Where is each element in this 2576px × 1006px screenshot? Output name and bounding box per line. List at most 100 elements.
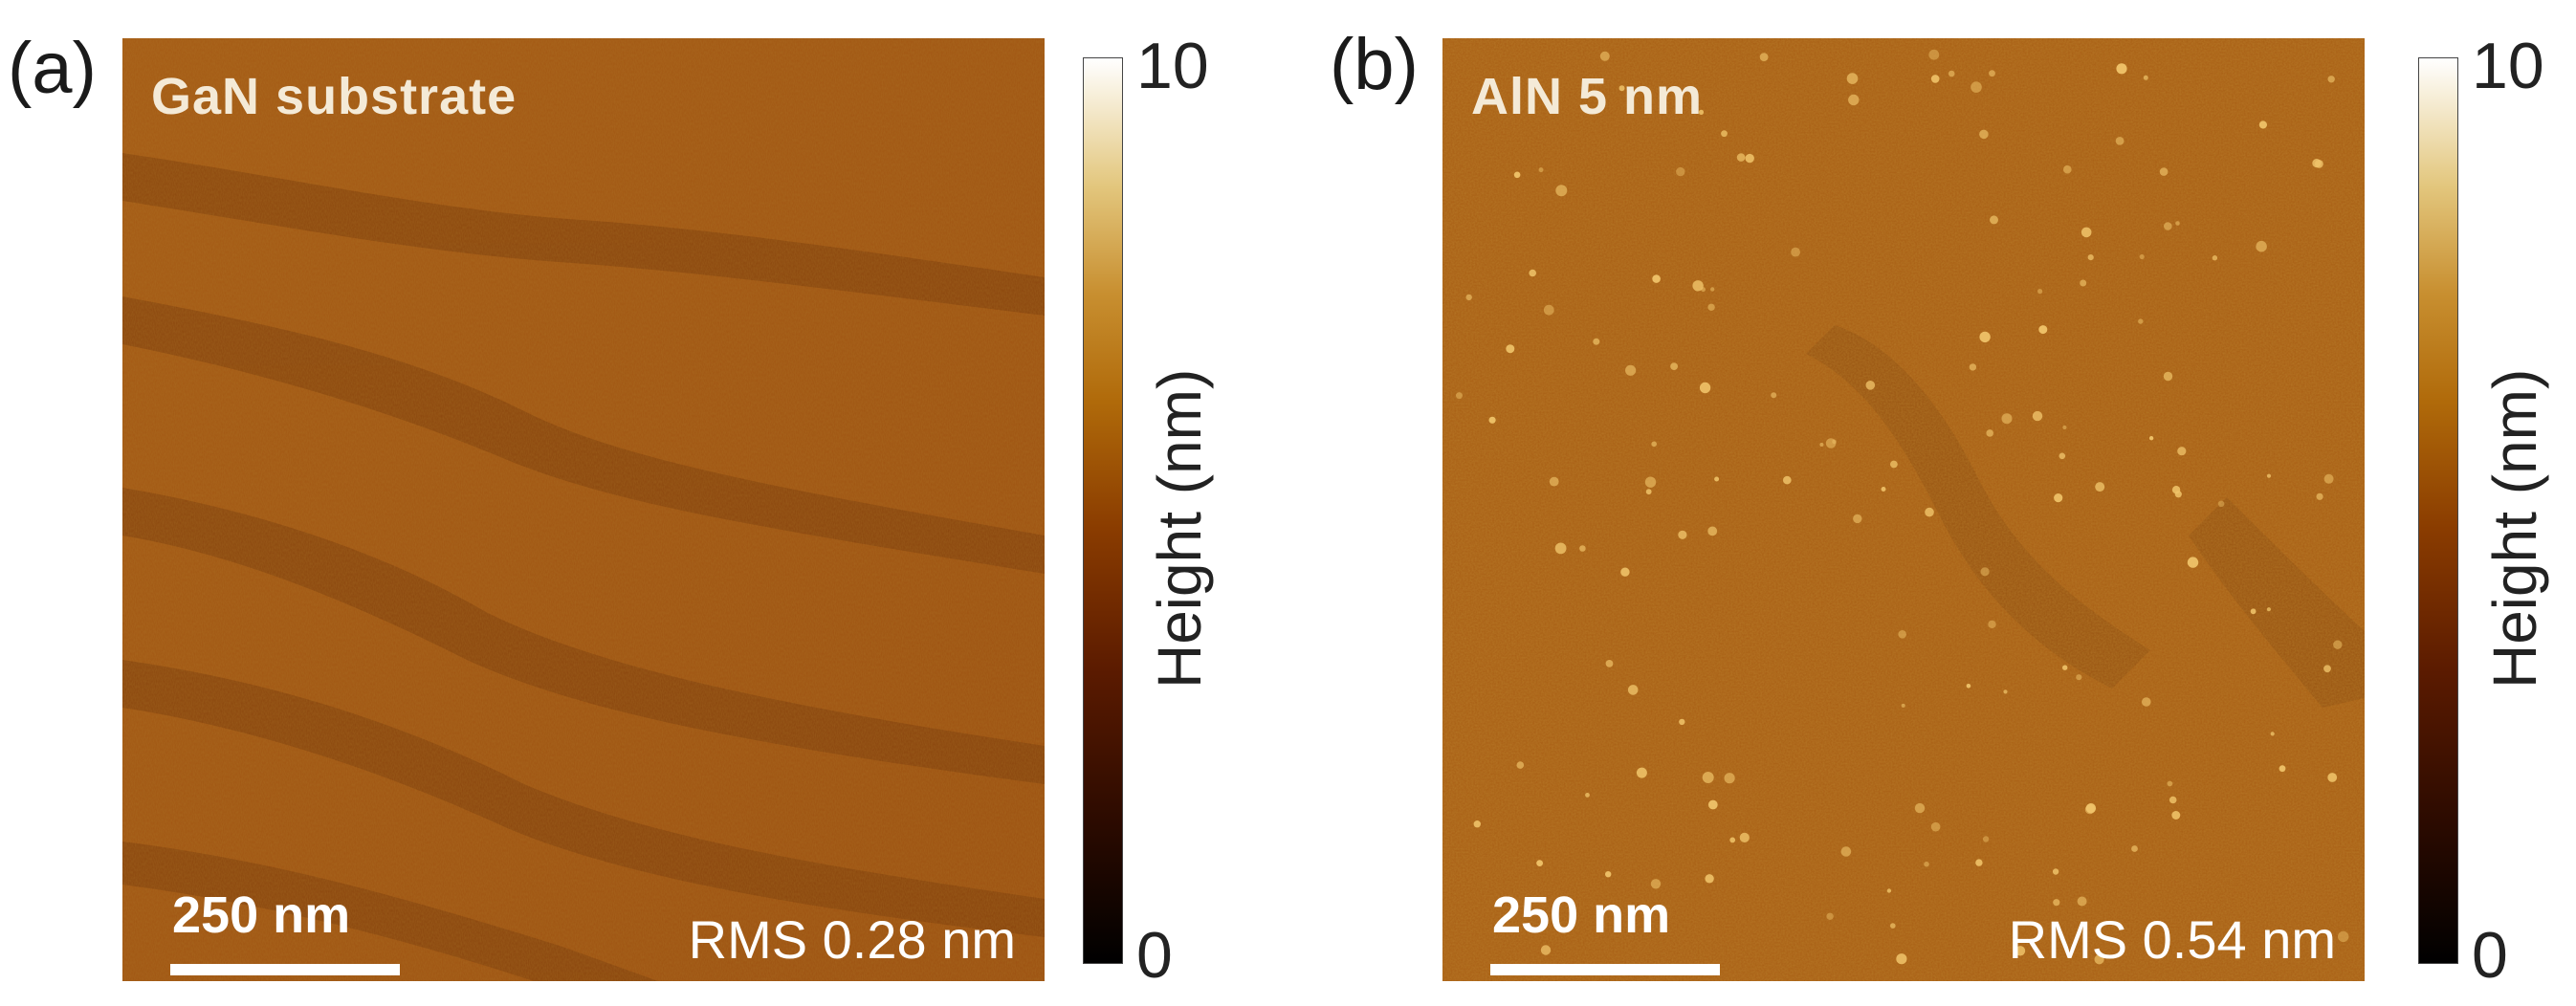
aln-grain	[2081, 227, 2092, 238]
aln-grain	[2212, 255, 2218, 261]
aln-grain	[1975, 859, 1983, 866]
aln-grain	[2053, 899, 2060, 907]
aln-grain	[1702, 772, 1714, 783]
panel-b-colorbar-max: 10	[2472, 30, 2544, 102]
aln-grain	[1707, 526, 1718, 536]
aln-grain	[1543, 304, 1554, 316]
aln-grain	[1771, 392, 1777, 399]
aln-grain	[1652, 274, 1661, 283]
panel-b-colorbar	[2418, 57, 2458, 964]
aln-grain	[2131, 845, 2138, 852]
aln-grain	[2015, 946, 2026, 956]
aln-grain	[1979, 129, 1989, 140]
aln-grain	[1853, 514, 1862, 524]
aln-grain	[1966, 684, 1971, 689]
aln-grain	[1536, 860, 1543, 866]
aln-grain	[1456, 392, 1463, 400]
aln-grain	[1924, 861, 1929, 867]
aln-grain	[2164, 222, 2172, 230]
aln-grain	[2138, 318, 2144, 324]
aln-grain	[1692, 280, 1704, 292]
aln-grain	[2142, 697, 2151, 707]
aln-grain	[1783, 475, 1792, 485]
aln-grains	[1456, 49, 2349, 965]
aln-grain	[1969, 363, 1977, 371]
aln-grain	[2256, 240, 2267, 252]
aln-grain	[1699, 382, 1711, 394]
afm-image-aln-5nm: AlN 5 nm 250 nm RMS 0.54 nm	[1442, 38, 2365, 981]
panel-a-scale-bar	[170, 964, 400, 975]
aln-grain	[1599, 51, 1610, 61]
aln-grain	[1605, 871, 1612, 878]
aln-grain	[1549, 476, 1559, 487]
panel-a-colorbar-min: 0	[1136, 919, 1173, 992]
aln-grain	[1930, 821, 1941, 832]
aln-grain	[1901, 703, 1905, 708]
aln-grain	[2062, 425, 2067, 430]
aln-grain	[1605, 660, 1614, 667]
aln-grain	[1473, 820, 1481, 828]
aln-grain	[1832, 439, 1837, 445]
aln-grain	[1620, 567, 1630, 577]
aln-grain	[1989, 70, 1995, 77]
aln-grain	[2279, 765, 2286, 773]
panel-a-colorbar	[1083, 57, 1123, 964]
aln-grain	[1971, 81, 1982, 93]
aln-grain	[1928, 49, 1940, 60]
aln-grain	[2076, 674, 2082, 681]
aln-grain	[1988, 620, 1996, 629]
aln-grain	[2003, 689, 2008, 694]
aln-grain	[1745, 153, 1754, 164]
aln-grain	[1979, 331, 1991, 343]
aln-grain	[2163, 371, 2173, 382]
aln-grain	[2327, 773, 2338, 782]
aln-grain	[1540, 945, 1552, 955]
aln-grain	[1618, 85, 1625, 92]
panel-a-rms-label: RMS 0.28 nm	[688, 909, 1016, 970]
aln-grain	[1729, 837, 1736, 843]
aln-grain	[1721, 130, 1728, 138]
aln-grain	[2037, 289, 2043, 295]
panel-b-letter: (b)	[1330, 24, 1419, 105]
aln-grain	[1881, 487, 1886, 492]
aln-grain	[1898, 630, 1906, 639]
aln-grain	[1930, 75, 1940, 83]
aln-grain	[1670, 362, 1678, 370]
aln-grain	[2333, 640, 2343, 649]
aln-surface-texture	[1442, 38, 2365, 981]
panel-a-scale-bar-label: 250 nm	[172, 886, 351, 944]
aln-grain	[1555, 185, 1568, 197]
aln-grain	[2077, 896, 2087, 907]
panel-b-colorbar-axis-label: Height (nm)	[2480, 368, 2549, 689]
aln-grain	[1826, 912, 1834, 920]
aln-grain	[1890, 460, 1898, 469]
panel-a-letter: (a)	[8, 28, 97, 109]
aln-grain	[1705, 874, 1714, 884]
aln-grain	[1529, 269, 1536, 277]
panel-a-title: GaN substrate	[151, 68, 517, 125]
aln-grain	[2063, 164, 2072, 174]
aln-grain	[2338, 930, 2349, 943]
aln-grain	[2080, 279, 2087, 287]
aln-grain	[1636, 767, 1647, 778]
aln-grain	[1840, 846, 1852, 857]
aln-grain	[1625, 364, 1637, 376]
aln-grain	[2095, 482, 2105, 492]
aln-grain	[1465, 294, 1472, 301]
aln-grain	[1627, 685, 1639, 695]
aln-grain	[2038, 325, 2048, 335]
aln-grain	[2032, 410, 2043, 422]
panel-b-scale-bar	[1490, 964, 1720, 975]
aln-grain	[1698, 109, 1705, 115]
aln-grain	[2139, 253, 2145, 260]
aln-grain	[2250, 608, 2257, 615]
aln-grain	[2062, 665, 2068, 670]
aln-grain	[1679, 718, 1685, 726]
aln-grain	[1825, 438, 1837, 448]
aln-grain	[2323, 473, 2334, 484]
aln-grain	[2217, 500, 2225, 508]
aln-grain	[1579, 545, 1586, 552]
panel-b-rms-label: RMS 0.54 nm	[2008, 909, 2336, 970]
aln-grain	[1925, 507, 1934, 517]
aln-grain	[1506, 344, 1515, 354]
